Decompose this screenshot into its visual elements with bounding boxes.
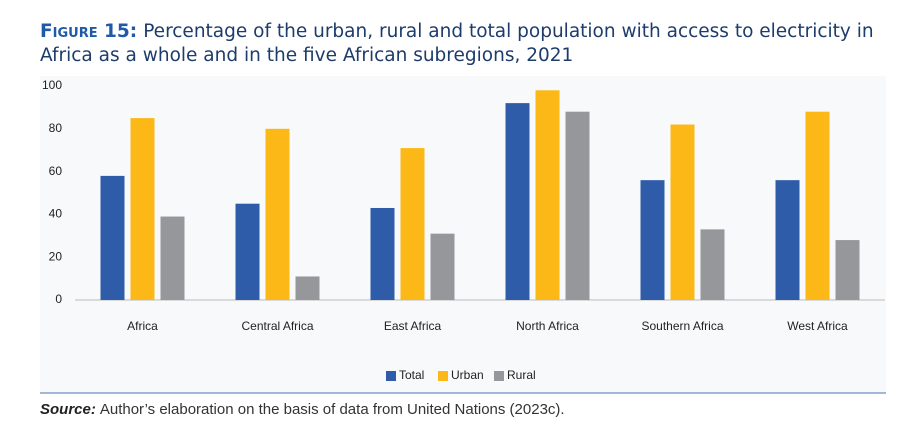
y-tick-label: 0 bbox=[55, 292, 62, 306]
legend-swatch bbox=[494, 371, 504, 381]
bar bbox=[430, 233, 455, 300]
bar bbox=[265, 128, 290, 300]
bar bbox=[370, 207, 395, 300]
bar bbox=[100, 175, 125, 300]
bar bbox=[640, 180, 665, 300]
x-tick-label: West Africa bbox=[787, 319, 848, 333]
bar bbox=[565, 111, 590, 301]
chart: 0 20 40 60 80 100 Africa Central Africa East Afr… bbox=[40, 78, 886, 394]
x-tick-label: Southern Africa bbox=[641, 319, 723, 333]
source-text: Author’s elaboration on the basis of dat… bbox=[99, 401, 565, 418]
x-tick-label: East Africa bbox=[384, 319, 442, 333]
x-tick-label: Africa bbox=[127, 319, 158, 333]
source-note: Source: Author’s elaboration on the basis… bbox=[40, 401, 565, 418]
y-tick-label: 40 bbox=[49, 207, 63, 221]
legend-swatch bbox=[386, 371, 396, 381]
y-tick-label: 20 bbox=[49, 249, 63, 263]
bar bbox=[835, 240, 860, 300]
y-tick-label: 60 bbox=[49, 164, 63, 178]
legend-swatch bbox=[438, 371, 448, 381]
legend-label: Rural bbox=[507, 368, 536, 382]
bar bbox=[700, 229, 725, 300]
bar bbox=[805, 111, 830, 301]
x-tick-label: North Africa bbox=[516, 319, 579, 333]
legend-label: Total bbox=[399, 368, 424, 382]
legend-label: Urban bbox=[451, 368, 484, 382]
chart-title: Figure 15: Percentage of the urban, rural… bbox=[40, 20, 890, 68]
figure-label: Figure 15: bbox=[40, 21, 138, 42]
bar bbox=[535, 90, 560, 300]
bar bbox=[295, 276, 320, 300]
bar bbox=[775, 180, 800, 300]
bar bbox=[235, 203, 260, 300]
bar bbox=[400, 148, 425, 300]
bar bbox=[505, 103, 530, 301]
y-tick-label: 100 bbox=[42, 78, 62, 92]
bar bbox=[160, 216, 185, 300]
bar bbox=[670, 124, 695, 301]
source-label: Source: bbox=[40, 401, 96, 418]
title-text: Percentage of the urban, rural and total… bbox=[40, 21, 874, 66]
bar bbox=[130, 118, 155, 300]
x-tick-label: Central Africa bbox=[241, 319, 313, 333]
y-tick-label: 80 bbox=[49, 121, 63, 135]
